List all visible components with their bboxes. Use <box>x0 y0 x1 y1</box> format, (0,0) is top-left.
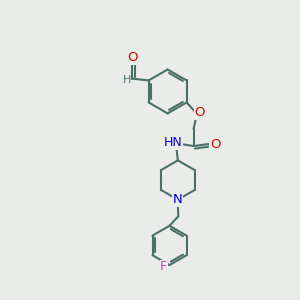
Text: H: H <box>122 76 131 85</box>
Text: HN: HN <box>164 136 183 149</box>
Text: F: F <box>160 260 167 273</box>
Text: O: O <box>194 106 205 119</box>
Text: O: O <box>128 51 138 64</box>
Text: N: N <box>173 193 183 206</box>
Text: O: O <box>210 138 220 151</box>
